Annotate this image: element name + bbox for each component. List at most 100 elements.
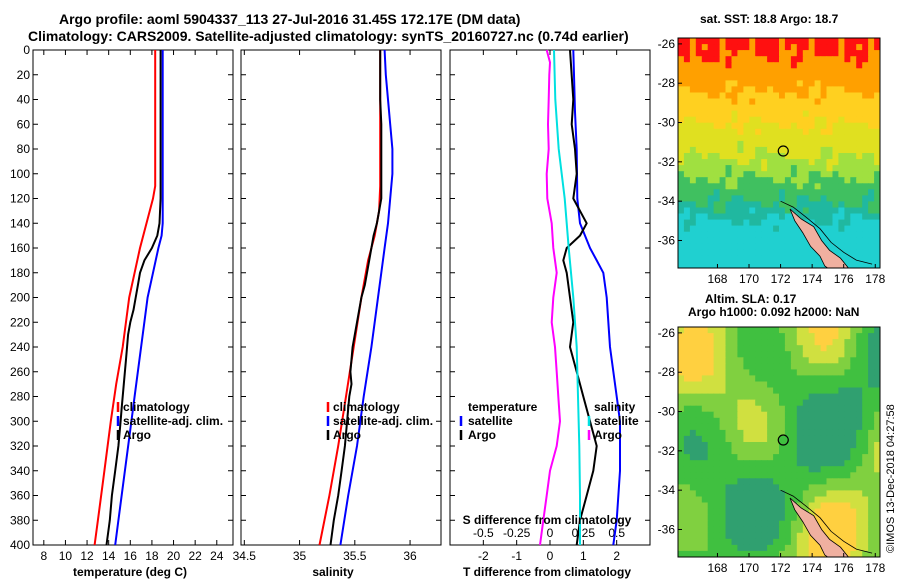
map-cell xyxy=(689,207,697,215)
map-cell xyxy=(856,381,863,389)
map-cell xyxy=(695,80,703,88)
x-tick-label: 0 xyxy=(547,549,554,563)
map-cell xyxy=(862,189,869,196)
map-cell xyxy=(862,478,869,485)
map-cell xyxy=(874,249,880,257)
map-cell xyxy=(767,171,774,178)
map-cell xyxy=(737,327,744,334)
map-cell xyxy=(678,472,685,479)
map-cell xyxy=(808,357,816,364)
map-cell xyxy=(796,140,804,148)
map-cell xyxy=(731,327,738,334)
map-cell xyxy=(844,544,851,552)
map-cell xyxy=(749,520,756,528)
map-cell xyxy=(868,171,875,178)
map-cell xyxy=(826,363,833,370)
map-cell xyxy=(868,490,875,498)
map-cell xyxy=(731,153,738,160)
map-cell xyxy=(790,44,798,51)
map-cell xyxy=(832,484,839,492)
map-cell xyxy=(683,189,691,196)
map-cell xyxy=(808,502,816,510)
map-cell xyxy=(743,544,750,552)
map-cell xyxy=(683,454,691,461)
map-cell xyxy=(850,110,857,118)
map-cell xyxy=(796,502,804,510)
map-cell xyxy=(707,165,715,172)
map-cell xyxy=(755,165,762,172)
map-cell xyxy=(874,68,880,75)
map-cell xyxy=(743,231,750,239)
map-cell xyxy=(713,448,721,455)
map-cell xyxy=(784,134,792,142)
map-cell xyxy=(731,231,738,239)
map-lat-tick-label: -36 xyxy=(658,522,676,536)
map-cell xyxy=(737,189,744,196)
map-cell xyxy=(808,387,816,395)
map-cell xyxy=(779,478,786,485)
map-cell xyxy=(678,189,685,196)
map-cell xyxy=(874,429,880,437)
map-cell xyxy=(731,237,738,245)
legend-label-climatology: climatology xyxy=(123,400,190,414)
map-cell xyxy=(808,177,816,184)
map-cell xyxy=(796,116,804,124)
map-cell xyxy=(856,435,863,443)
map-cell xyxy=(796,333,804,340)
map-cell xyxy=(796,243,804,251)
depth-tick-label: 340 xyxy=(10,464,30,478)
map-cell xyxy=(796,442,804,449)
map-cell xyxy=(737,74,744,81)
map-cell xyxy=(767,189,774,196)
map-cell xyxy=(767,92,774,100)
map-cell xyxy=(755,255,762,263)
map-cell xyxy=(820,423,828,431)
map-cell xyxy=(856,237,863,245)
map-cell xyxy=(862,520,869,528)
map-cell xyxy=(773,92,780,100)
map-cell xyxy=(802,68,810,75)
map-cell xyxy=(737,538,744,546)
map-cell xyxy=(844,351,851,358)
map-cell xyxy=(868,369,875,377)
map-cell xyxy=(701,508,709,516)
map-cell xyxy=(844,526,851,534)
map-cell xyxy=(701,249,709,257)
map-cell xyxy=(707,484,715,492)
map-cell xyxy=(844,520,851,528)
map-cell xyxy=(862,183,869,190)
map-cell xyxy=(796,381,804,389)
map-cell xyxy=(808,375,816,383)
map-cell xyxy=(678,110,685,118)
map-cell xyxy=(683,207,691,215)
map-cell xyxy=(784,177,792,184)
map-cell xyxy=(856,550,863,557)
map-cell xyxy=(790,50,798,57)
map-cell xyxy=(850,213,857,221)
map-cell xyxy=(773,423,780,431)
map-cell xyxy=(826,514,833,522)
map-cell xyxy=(701,122,709,130)
map-cell xyxy=(796,405,804,413)
map-cell xyxy=(743,339,750,346)
map-cell xyxy=(826,207,833,215)
map-cell xyxy=(862,405,869,413)
legend-label-satellite: satellite-adj. clim. xyxy=(333,414,433,428)
map-cell xyxy=(868,550,875,557)
map-cell xyxy=(838,116,845,124)
map-cell xyxy=(779,351,786,358)
temperature-legend: climatology satellite-adj. clim. Argo xyxy=(116,400,223,442)
s-difference-xlabel: S difference from climatology xyxy=(463,513,632,527)
map-cell xyxy=(743,496,750,504)
map-cell xyxy=(808,369,816,377)
map-cell xyxy=(695,231,703,239)
map-cell xyxy=(779,417,786,425)
map-cell xyxy=(862,225,869,233)
map-cell xyxy=(820,122,828,130)
map-cell xyxy=(695,345,703,352)
map-cell xyxy=(784,387,792,395)
map-cell xyxy=(701,411,709,419)
map-cell xyxy=(874,363,880,370)
map-cell xyxy=(767,333,774,340)
map-cell xyxy=(856,86,863,94)
